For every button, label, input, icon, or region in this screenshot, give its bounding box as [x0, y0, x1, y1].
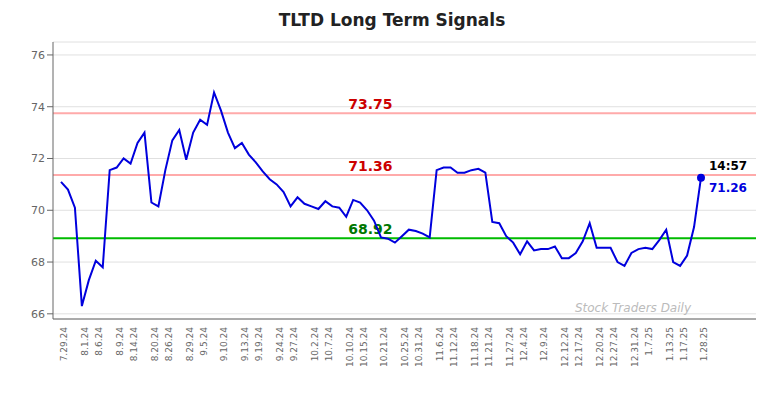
svg-text:8.20.24: 8.20.24 [150, 327, 160, 362]
svg-text:12.4.24: 12.4.24 [519, 327, 529, 362]
svg-text:8.6.24: 8.6.24 [94, 327, 104, 356]
svg-text:9.13.24: 9.13.24 [240, 327, 250, 362]
svg-text:10.31.24: 10.31.24 [414, 327, 424, 367]
svg-text:9.19.24: 9.19.24 [254, 327, 264, 362]
html-text:TLTD Long Term Signals: TLTD Long Term Signals [278, 10, 506, 30]
svg-text:72: 72 [31, 152, 45, 165]
svg-text:11.12.24: 11.12.24 [449, 327, 459, 367]
svg-text:8.9.24: 8.9.24 [115, 327, 125, 356]
svg-text:11.6.24: 11.6.24 [435, 327, 445, 362]
svg-text:9.5.24: 9.5.24 [199, 327, 209, 356]
svg-text:10.7.24: 10.7.24 [324, 327, 334, 362]
html-text:Stock Traders Daily: Stock Traders Daily [574, 301, 691, 315]
svg-text:71.36: 71.36 [348, 158, 392, 174]
svg-text:10.2.24: 10.2.24 [310, 327, 320, 362]
svg-text:1.7.25: 1.7.25 [644, 327, 654, 356]
svg-text:14:57: 14:57 [709, 159, 747, 173]
svg-text:74: 74 [31, 101, 45, 114]
svg-text:12.12.24: 12.12.24 [560, 327, 570, 367]
svg-text:8.14.24: 8.14.24 [129, 327, 139, 362]
svg-text:71.26: 71.26 [709, 181, 747, 195]
svg-text:12.9.24: 12.9.24 [539, 327, 549, 362]
svg-text:12.17.24: 12.17.24 [574, 327, 584, 367]
svg-text:68: 68 [31, 256, 45, 269]
svg-text:1.17.25: 1.17.25 [679, 327, 689, 361]
svg-text:76: 76 [31, 49, 45, 62]
svg-text:12.27.24: 12.27.24 [609, 327, 619, 367]
svg-text:66: 66 [31, 308, 45, 321]
svg-text:9.27.24: 9.27.24 [289, 327, 299, 362]
svg-text:8.26.24: 8.26.24 [164, 327, 174, 362]
svg-text:8.29.24: 8.29.24 [185, 327, 195, 362]
svg-text:68.92: 68.92 [348, 221, 392, 237]
svg-text:12.20.24: 12.20.24 [595, 327, 605, 367]
svg-text:1.13.25: 1.13.25 [665, 327, 675, 361]
svg-text:8.1.24: 8.1.24 [80, 327, 90, 356]
svg-text:10.10.24: 10.10.24 [345, 327, 355, 367]
svg-text:7.29.24: 7.29.24 [59, 327, 69, 362]
svg-text:10.21.24: 10.21.24 [379, 327, 389, 367]
svg-text:10.25.24: 10.25.24 [400, 327, 410, 367]
svg-text:11.18.24: 11.18.24 [470, 327, 480, 367]
svg-text:9.10.24: 9.10.24 [219, 327, 229, 362]
svg-text:73.75: 73.75 [348, 96, 392, 112]
svg-text:12.31.24: 12.31.24 [630, 327, 640, 367]
svg-text:70: 70 [31, 204, 45, 217]
svg-text:10.15.24: 10.15.24 [359, 327, 369, 367]
svg-text:1.28.25: 1.28.25 [699, 327, 709, 361]
svg-text:11.27.24: 11.27.24 [505, 327, 515, 367]
svg-text:11.21.24: 11.21.24 [484, 327, 494, 367]
svg-text:9.24.24: 9.24.24 [275, 327, 285, 362]
